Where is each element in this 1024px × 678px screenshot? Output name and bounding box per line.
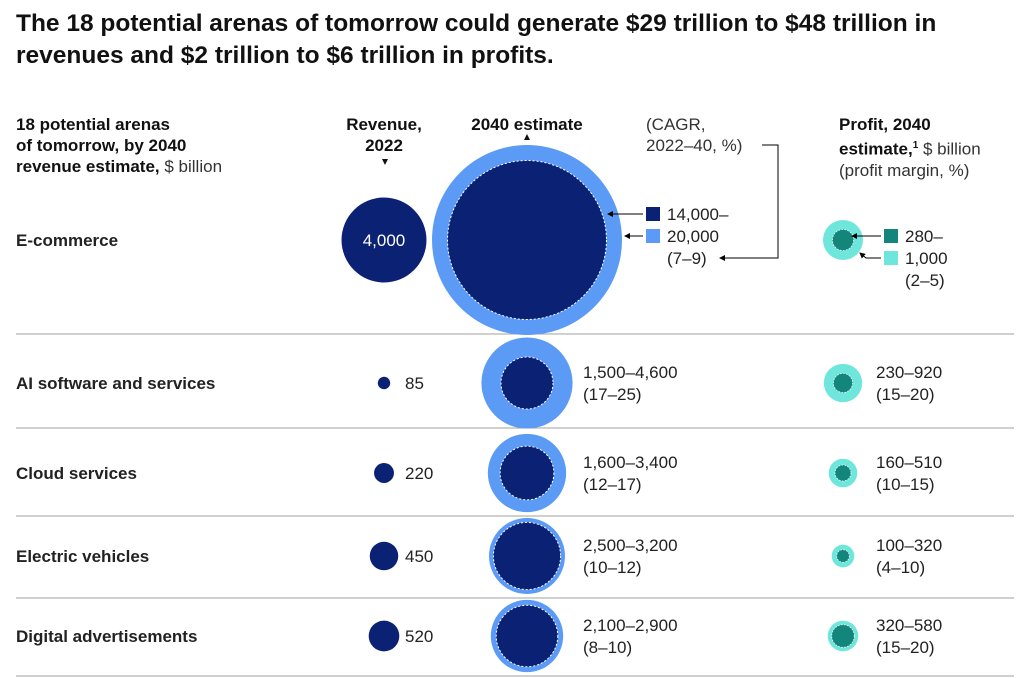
arenas-header: 18 potential arenas of tomorrow, by 2040… [16,114,222,177]
revenue-2040-low-bubble [500,356,554,410]
profit-value-2: 1,000 [905,249,948,268]
cagr-value: (17–25) [583,385,642,404]
margin-value: (15–20) [876,638,935,657]
arena-label: E-commerce [16,231,118,250]
revenue-2040-low-bubble [447,160,607,320]
revenue-2022-header: Revenue, 2022 [330,114,438,156]
legend-low-swatch [646,207,660,221]
revenue-2022-value: 520 [405,627,433,646]
arena-label: Cloud services [16,464,137,483]
margin-value: (10–15) [876,475,935,494]
arenas-header-line3: revenue estimate, [16,157,160,176]
revenue-2040-value-2: 20,000 [667,227,719,246]
revenue-2040-low-bubble [492,521,562,591]
margin-value: (4–10) [876,558,925,577]
profit-header-line1: Profit, 2040 [839,115,931,134]
cagr-header: (CAGR, 2022–40, %) [646,114,742,156]
profit-header: Profit, 2040 estimate,1 $ billion (profi… [839,114,981,181]
profit-low-bubble [834,464,852,482]
arenas-header-line1: 18 potential arenas [16,115,171,134]
arenas-header-line2: of tomorrow, by 2040 [16,136,187,155]
legend-arrow [859,252,881,259]
profit-value: 320–580 [876,616,942,635]
revenue-2022-header-line2: 2022 [365,136,403,155]
revenue-2040-low-bubble [499,445,555,501]
profit-header-line3: (profit margin, %) [839,160,970,180]
arena-label: AI software and services [16,374,215,393]
profit-footnote: 1 [912,140,919,151]
revenue-2022-value: 220 [405,464,433,483]
revenue-2022-bubble [374,463,394,483]
legend-high-swatch [646,229,660,243]
revenue-2022-value: 450 [405,547,433,566]
estimate-2040-pointer-icon [524,134,530,140]
profit-low-bubble [831,624,855,648]
revenue-2022-value: 85 [405,374,424,393]
cagr-value: (12–17) [583,475,642,494]
cagr-bracket-arrow [719,144,779,261]
legend-profit-high-swatch [884,251,898,265]
revenue-2040-value: 1,600–3,400 [583,453,678,472]
profit-value: 100–320 [876,536,942,555]
revenue-2022-value: 4,000 [363,231,406,250]
cagr-header-line1: (CAGR, [646,115,706,134]
margin-value: (2–5) [905,271,945,290]
revenue-2040-value: 14,000– [667,205,729,224]
margin-value: (15–20) [876,385,935,404]
cagr-value: (8–10) [583,638,632,657]
revenue-2040-low-bubble [495,604,559,668]
cagr-value: (10–12) [583,558,642,577]
profit-low-bubble [836,549,850,563]
profit-header-line2: estimate, [839,139,913,159]
cagr-value: (7–9) [667,249,707,268]
profit-value: 280– [905,227,943,246]
revenue-2022-bubble [377,376,391,390]
cagr-header-line2: 2022–40, %) [646,136,743,155]
profit-value: 230–920 [876,363,942,382]
revenue-2040-value: 1,500–4,600 [583,363,678,382]
revenue-2040-value: 2,500–3,200 [583,536,678,555]
revenue-2022-pointer-icon [382,159,388,165]
legend-profit-low-swatch [884,229,898,243]
revenue-2040-value: 2,100–2,900 [583,616,678,635]
profit-low-bubble [833,373,853,393]
profit-unit: $ billion [923,139,981,159]
arena-label: Electric vehicles [16,547,149,566]
chart-title: The 18 potential arenas of tomorrow coul… [16,10,937,69]
revenue-2022-bubble [368,620,400,652]
profit-low-bubble [832,229,854,251]
estimate-2040-header: 2040 estimate [471,115,583,134]
revenue-2022-bubble [341,197,427,283]
revenue-2022-header-line1: Revenue, [346,115,422,134]
arenas-unit: $ billion [164,157,223,176]
revenue-2022-bubble [369,541,399,571]
profit-value: 160–510 [876,453,942,472]
arena-label: Digital advertisements [16,627,197,646]
